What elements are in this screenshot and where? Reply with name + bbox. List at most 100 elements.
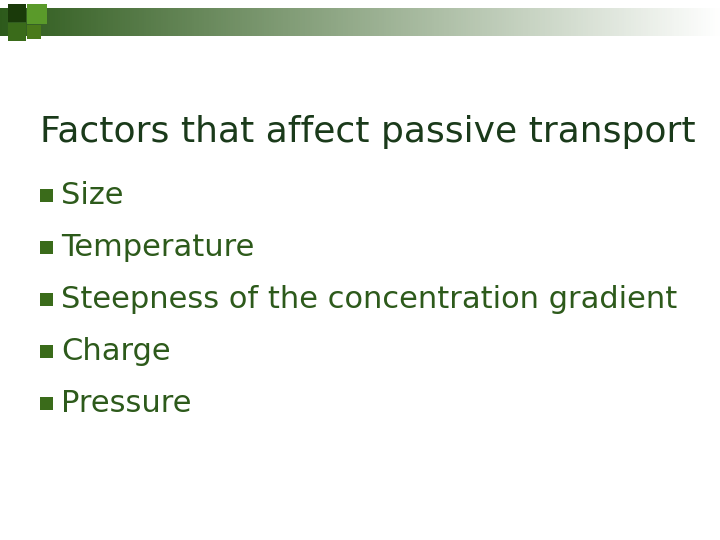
Bar bbox=[430, 8, 433, 36]
Bar bbox=[394, 8, 397, 36]
Bar bbox=[250, 8, 253, 36]
Bar bbox=[578, 8, 581, 36]
Bar bbox=[326, 8, 329, 36]
Bar bbox=[223, 8, 226, 36]
Text: Temperature: Temperature bbox=[61, 233, 254, 261]
Bar bbox=[243, 8, 246, 36]
Bar bbox=[446, 8, 449, 36]
Bar bbox=[679, 8, 682, 36]
Bar bbox=[178, 8, 181, 36]
Bar bbox=[648, 8, 651, 36]
Bar bbox=[221, 8, 224, 36]
Bar bbox=[689, 8, 692, 36]
Bar bbox=[711, 8, 714, 36]
Bar bbox=[218, 8, 221, 36]
Bar bbox=[629, 8, 631, 36]
Bar bbox=[40, 188, 53, 201]
Bar bbox=[574, 8, 577, 36]
Bar bbox=[55, 8, 58, 36]
Bar bbox=[348, 8, 351, 36]
Bar bbox=[567, 8, 570, 36]
Bar bbox=[523, 8, 526, 36]
Bar bbox=[466, 8, 469, 36]
Bar bbox=[691, 8, 694, 36]
Bar bbox=[432, 8, 435, 36]
Bar bbox=[254, 8, 257, 36]
Bar bbox=[612, 8, 615, 36]
Bar bbox=[675, 8, 678, 36]
Bar bbox=[418, 8, 420, 36]
Bar bbox=[302, 8, 305, 36]
Bar bbox=[41, 8, 44, 36]
Bar bbox=[513, 8, 516, 36]
Bar bbox=[549, 8, 552, 36]
Bar bbox=[540, 8, 543, 36]
Bar bbox=[269, 8, 271, 36]
Bar bbox=[27, 4, 47, 24]
Bar bbox=[173, 8, 176, 36]
Bar bbox=[346, 8, 348, 36]
Bar bbox=[122, 8, 125, 36]
Bar bbox=[662, 8, 665, 36]
Bar bbox=[701, 8, 703, 36]
Bar bbox=[398, 8, 401, 36]
Bar bbox=[427, 8, 430, 36]
Bar bbox=[5, 8, 8, 36]
Bar bbox=[351, 8, 354, 36]
Bar bbox=[698, 8, 701, 36]
Bar bbox=[153, 8, 156, 36]
Bar bbox=[672, 8, 675, 36]
Bar bbox=[706, 8, 708, 36]
Bar bbox=[27, 25, 41, 39]
Bar bbox=[317, 8, 320, 36]
Bar bbox=[367, 8, 370, 36]
Bar bbox=[60, 8, 63, 36]
Bar bbox=[72, 8, 75, 36]
Bar bbox=[142, 8, 145, 36]
Bar bbox=[106, 8, 109, 36]
Bar bbox=[27, 8, 30, 36]
Bar bbox=[588, 8, 591, 36]
Bar bbox=[338, 8, 341, 36]
Bar bbox=[307, 8, 310, 36]
Bar bbox=[329, 8, 332, 36]
Bar bbox=[506, 8, 509, 36]
Bar bbox=[461, 8, 464, 36]
Bar bbox=[610, 8, 613, 36]
Bar bbox=[185, 8, 188, 36]
Bar bbox=[598, 8, 600, 36]
Bar bbox=[40, 396, 53, 409]
Bar bbox=[643, 8, 646, 36]
Bar bbox=[420, 8, 423, 36]
Bar bbox=[639, 8, 642, 36]
Bar bbox=[192, 8, 195, 36]
Bar bbox=[240, 8, 243, 36]
Bar bbox=[569, 8, 572, 36]
Bar bbox=[204, 8, 207, 36]
Bar bbox=[2, 8, 5, 36]
Bar bbox=[274, 8, 276, 36]
Bar bbox=[261, 8, 264, 36]
Bar bbox=[94, 8, 96, 36]
Bar bbox=[362, 8, 365, 36]
Bar bbox=[391, 8, 394, 36]
Bar bbox=[12, 8, 15, 36]
Bar bbox=[230, 8, 233, 36]
Bar bbox=[502, 8, 505, 36]
Bar bbox=[211, 8, 214, 36]
Bar bbox=[9, 8, 12, 36]
Bar bbox=[288, 8, 291, 36]
Bar bbox=[593, 8, 595, 36]
Bar bbox=[473, 8, 476, 36]
Bar bbox=[266, 8, 269, 36]
Bar bbox=[290, 8, 293, 36]
Bar bbox=[626, 8, 629, 36]
Bar bbox=[336, 8, 339, 36]
Bar bbox=[281, 8, 284, 36]
Bar bbox=[538, 8, 541, 36]
Bar bbox=[197, 8, 199, 36]
Bar bbox=[125, 8, 127, 36]
Bar bbox=[130, 8, 132, 36]
Bar bbox=[279, 8, 282, 36]
Text: Steepness of the concentration gradient: Steepness of the concentration gradient bbox=[61, 285, 678, 314]
